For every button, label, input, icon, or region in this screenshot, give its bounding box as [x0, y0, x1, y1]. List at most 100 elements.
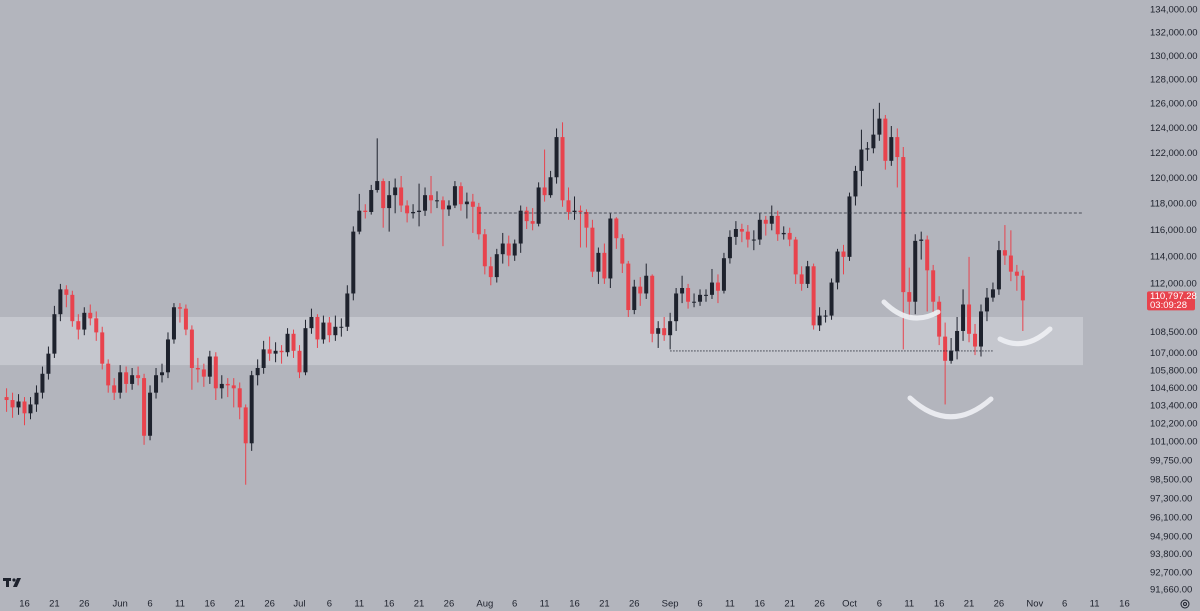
candle-body	[488, 266, 493, 278]
candle-body	[375, 181, 380, 191]
candle-body	[973, 333, 978, 347]
candle-body	[417, 210, 422, 212]
head-arc	[907, 395, 994, 420]
settings-dot[interactable]	[1183, 602, 1187, 606]
x-tick-label: 11	[1090, 599, 1100, 610]
candle-body	[423, 195, 428, 211]
candle-body	[399, 187, 404, 206]
candle-body	[626, 263, 631, 311]
candle-body	[16, 401, 21, 408]
y-tick-label: 114,000.00	[1150, 251, 1197, 262]
candle-body	[195, 367, 200, 370]
candle-body	[458, 186, 463, 205]
candle-body	[984, 297, 989, 312]
x-tick-label: 16	[384, 599, 395, 610]
candle-body	[554, 137, 559, 178]
candle-body	[309, 316, 314, 329]
last-price-label: 110,797.28	[1150, 291, 1197, 302]
candle-body	[303, 328, 308, 373]
x-tick-label: 21	[964, 599, 975, 610]
x-tick-label: Oct	[842, 599, 857, 610]
candle-body	[787, 232, 792, 240]
hand-drawn-arcs	[881, 299, 1053, 420]
candle-body	[82, 312, 87, 330]
candle-body	[925, 239, 930, 271]
y-tick-label: 101,000.00	[1150, 436, 1198, 447]
y-tick-label: 107,000.00	[1150, 348, 1198, 359]
candle-body	[584, 211, 589, 228]
candle-body	[351, 231, 356, 294]
y-tick-label: 99,750.00	[1150, 455, 1192, 466]
x-tick-label: 6	[697, 599, 702, 610]
countdown-label: 03:09:28	[1150, 300, 1187, 311]
candle-body	[4, 397, 9, 401]
candle-body	[327, 322, 332, 336]
candle-body	[751, 239, 756, 241]
candle-body	[698, 294, 703, 302]
candle-body	[500, 243, 505, 255]
candle-body	[739, 228, 744, 232]
candle-body	[518, 210, 523, 244]
candle-body	[100, 332, 105, 364]
x-tick-label: 26	[444, 599, 455, 610]
candle-body	[136, 375, 141, 379]
candle-body	[733, 228, 738, 237]
candle-body	[1020, 275, 1025, 301]
x-tick-label: 21	[784, 599, 795, 610]
settings-icon[interactable]	[1180, 599, 1190, 609]
candle-body	[321, 322, 326, 340]
candle-body	[560, 137, 565, 201]
candle-body	[757, 219, 762, 240]
candle-body	[799, 274, 804, 284]
candle-body	[165, 339, 170, 373]
candle-body	[548, 177, 553, 196]
candle-body	[171, 307, 176, 340]
x-tick-label: Jul	[293, 599, 305, 610]
candle-body	[10, 400, 15, 408]
candle-body	[452, 186, 457, 206]
candle-body	[990, 289, 995, 298]
y-tick-label: 97,300.00	[1150, 493, 1192, 504]
x-tick-label: 6	[512, 599, 517, 610]
x-tick-label: 11	[354, 599, 364, 610]
candle-body	[889, 137, 894, 161]
candle-body	[961, 304, 966, 331]
candle-body	[494, 254, 499, 278]
x-tick-label: 11	[904, 599, 914, 610]
candle-body	[315, 316, 320, 340]
y-tick-label: 128,000.00	[1150, 74, 1198, 85]
candle-body	[967, 304, 972, 334]
y-tick-label: 112,000.00	[1150, 278, 1197, 289]
candle-body	[345, 293, 350, 327]
x-tick-label: 16	[755, 599, 766, 610]
candle-body	[578, 210, 583, 212]
candle-body	[835, 251, 840, 283]
x-tick-label: 26	[264, 599, 275, 610]
candle-body	[333, 326, 338, 336]
logo-part	[6, 578, 9, 587]
candle-body	[542, 187, 547, 196]
x-tick-label: 21	[414, 599, 425, 610]
candle-body	[1002, 250, 1007, 256]
candle-body	[381, 181, 386, 209]
x-tick-label: 6	[147, 599, 152, 610]
candle-body	[279, 350, 284, 353]
candle-body	[219, 383, 224, 389]
candle-body	[213, 356, 218, 389]
y-tick-label: 92,700.00	[1150, 567, 1192, 578]
candle-body	[440, 200, 445, 210]
candle-body	[357, 210, 362, 232]
candle-body	[22, 401, 27, 414]
x-tick-label: Aug	[476, 599, 493, 610]
candle-body	[34, 392, 39, 405]
candle-body	[1008, 255, 1013, 272]
candle-body	[919, 239, 924, 241]
x-tick-label: 11	[725, 599, 735, 610]
x-tick-label: 16	[934, 599, 945, 610]
settings-ring[interactable]	[1180, 599, 1190, 609]
candle-body	[775, 215, 780, 235]
x-tick-label: Nov	[1026, 599, 1043, 610]
candle-body	[94, 318, 99, 333]
candle-body	[883, 118, 888, 161]
